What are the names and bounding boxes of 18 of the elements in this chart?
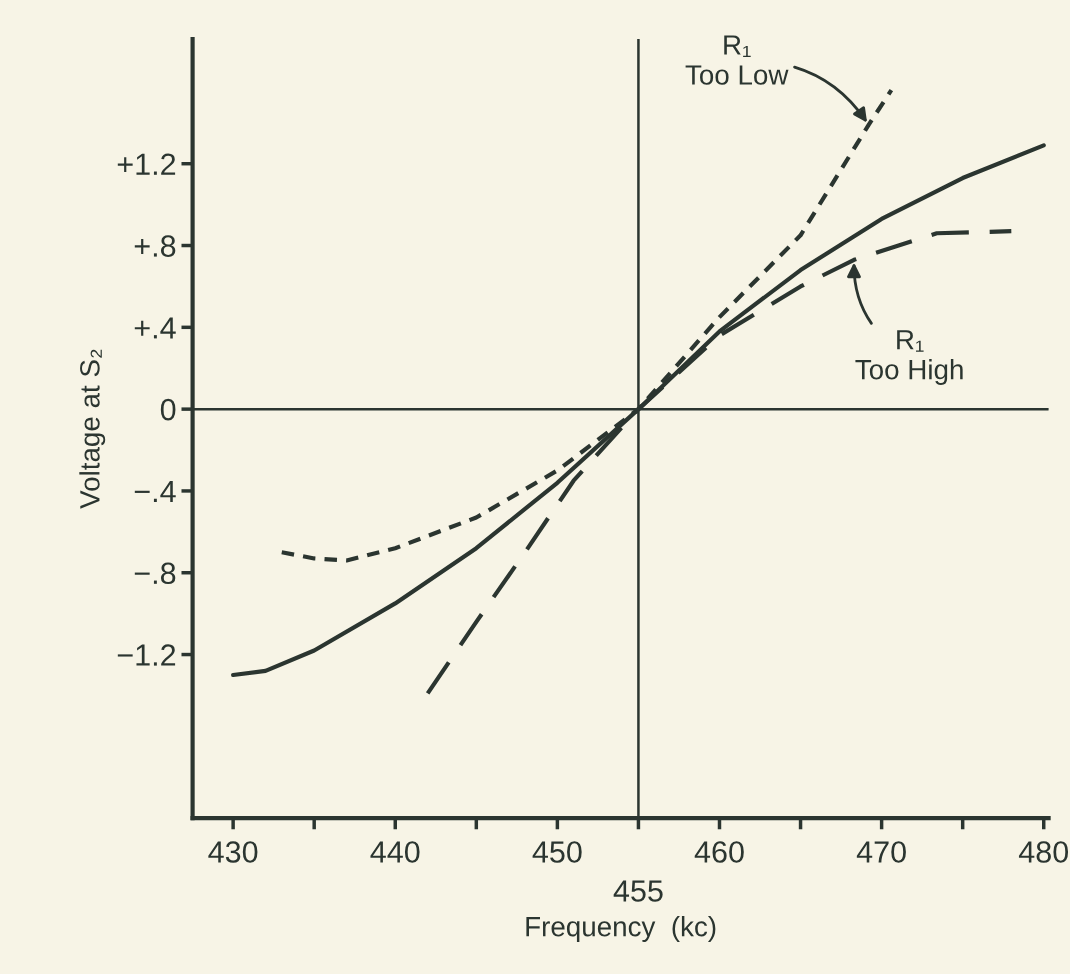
- y-tick-label: 0: [160, 398, 176, 421]
- y-axis-title: Voltage at S₂: [79, 349, 106, 509]
- x-tick-label: 460: [694, 841, 744, 863]
- y-tick-label: +.4: [134, 317, 176, 339]
- annotation: R₁ Too High: [855, 330, 963, 385]
- x-tick-label: 440: [370, 841, 420, 863]
- y-tick-label: −1.2: [117, 644, 176, 666]
- ref-line-label: 455: [613, 880, 663, 902]
- y-tick-label: +.8: [134, 235, 176, 257]
- x-tick-label: 470: [856, 841, 906, 863]
- x-tick-label: 430: [208, 841, 258, 863]
- y-tick-label: −.4: [134, 480, 176, 503]
- x-tick-label: 480: [1018, 841, 1069, 863]
- y-tick-label: +1.2: [117, 153, 176, 175]
- annotation: R₁ Too Low: [685, 35, 789, 85]
- x-tick-label: 450: [532, 841, 582, 863]
- x-axis-title: Frequency (kc): [526, 916, 716, 942]
- y-tick-label: −.8: [134, 562, 176, 585]
